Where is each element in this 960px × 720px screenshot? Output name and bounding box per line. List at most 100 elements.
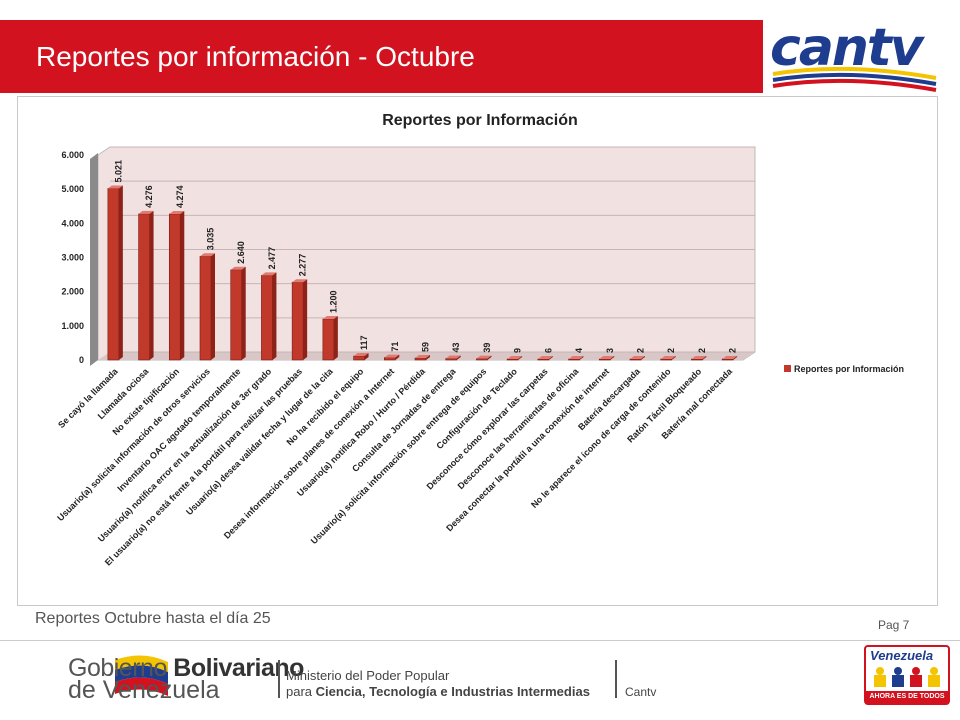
y-tick-label: 4.000 bbox=[61, 218, 84, 228]
bar-side bbox=[180, 210, 185, 360]
bar-side bbox=[118, 185, 123, 360]
data-label: 6 bbox=[543, 348, 553, 353]
bar bbox=[383, 357, 396, 361]
bar-top bbox=[230, 266, 246, 270]
data-label: 3.035 bbox=[206, 228, 216, 251]
bar-top bbox=[507, 356, 523, 359]
data-label: 4 bbox=[574, 348, 584, 353]
bar bbox=[291, 281, 304, 361]
bar bbox=[568, 358, 580, 361]
venezuela-flag-icon bbox=[115, 655, 168, 696]
bar-top bbox=[599, 356, 615, 359]
data-label: 1.200 bbox=[328, 290, 338, 313]
bar-side bbox=[149, 210, 154, 360]
data-label: 117 bbox=[359, 335, 369, 350]
bar bbox=[629, 358, 642, 361]
data-label: 4.274 bbox=[175, 185, 185, 208]
bar-side bbox=[671, 356, 676, 360]
bar bbox=[261, 275, 273, 361]
bar bbox=[445, 358, 458, 361]
bar bbox=[476, 358, 488, 361]
bar-top bbox=[630, 356, 645, 359]
bar-top bbox=[445, 355, 461, 359]
gobierno-line2: de Venezuela bbox=[68, 676, 220, 704]
badge-slogan: AHORA ES DE TODOS bbox=[866, 691, 948, 703]
bar-top bbox=[691, 356, 707, 359]
y-tick-label: 0 bbox=[79, 355, 84, 365]
bar-side bbox=[211, 253, 215, 360]
data-label: 39 bbox=[482, 343, 492, 353]
legend-swatch bbox=[784, 365, 791, 372]
bar bbox=[721, 358, 734, 361]
bar-top bbox=[169, 210, 185, 214]
chart-frame: Reportes por Información 0 1.000 2.000 3.00… bbox=[17, 96, 938, 606]
badge-title: Venezuela bbox=[870, 648, 934, 663]
bar-side bbox=[641, 356, 645, 360]
bar bbox=[691, 358, 703, 361]
bar-top bbox=[261, 272, 277, 276]
bar-top bbox=[138, 210, 154, 214]
people-figures-icon bbox=[874, 667, 940, 687]
legend-label: Reportes por Información bbox=[794, 364, 904, 374]
bar-side bbox=[333, 316, 338, 360]
bar bbox=[230, 269, 243, 361]
data-label: 2 bbox=[636, 348, 646, 353]
bar bbox=[353, 355, 365, 361]
data-label: 3 bbox=[605, 348, 615, 353]
bar-top bbox=[722, 356, 738, 359]
footnote: Reportes Octubre hasta el día 25 bbox=[35, 610, 271, 627]
bar-chart: Reportes por Información 0 1.000 2.000 3.00… bbox=[55, 112, 904, 568]
venezuela-badge: Venezuela AHORA ES DE TODOS bbox=[864, 645, 950, 705]
bar-top bbox=[322, 316, 338, 319]
data-label: 59 bbox=[421, 342, 431, 352]
bar bbox=[107, 188, 120, 361]
chart-title: Reportes por Información bbox=[382, 112, 578, 129]
data-label: 2.477 bbox=[267, 247, 277, 270]
bar-top bbox=[476, 355, 492, 359]
data-label: 2 bbox=[728, 348, 738, 353]
flag-swoosh-icon bbox=[772, 66, 937, 92]
x-tick-label: El usuario(a) no está frente a la portát… bbox=[103, 366, 304, 567]
bar bbox=[199, 256, 212, 361]
bar-side bbox=[548, 356, 553, 360]
title-bar bbox=[0, 20, 763, 93]
bar-side bbox=[733, 356, 738, 360]
bar-side bbox=[610, 356, 615, 360]
bar-side bbox=[426, 354, 430, 360]
bar bbox=[660, 358, 673, 361]
data-label: 5.021 bbox=[113, 160, 123, 183]
bar-side bbox=[456, 355, 461, 360]
bar-side bbox=[702, 356, 707, 360]
plot-area bbox=[97, 146, 756, 361]
slide-title: Reportes por información - Octubre bbox=[36, 41, 475, 72]
bar bbox=[138, 213, 150, 361]
bar bbox=[168, 213, 181, 361]
bar-top bbox=[384, 354, 400, 358]
y-tick-label: 3.000 bbox=[61, 253, 84, 263]
bar-top bbox=[660, 356, 676, 359]
data-label: 2 bbox=[697, 348, 707, 353]
bar-side bbox=[487, 355, 492, 360]
x-tick-label: No le aparece el ícono de carga de conte… bbox=[529, 366, 673, 510]
footer-separator bbox=[615, 660, 617, 698]
bar bbox=[414, 357, 427, 361]
data-label: 71 bbox=[390, 342, 400, 352]
data-label: 4.276 bbox=[144, 185, 154, 208]
data-label: 2.277 bbox=[298, 254, 308, 277]
bar-side bbox=[303, 279, 308, 360]
bar-side bbox=[579, 356, 584, 360]
data-label: 2 bbox=[666, 348, 676, 353]
y-tick-label: 5.000 bbox=[61, 184, 84, 194]
bar-side bbox=[241, 266, 246, 360]
bar-side bbox=[395, 354, 400, 360]
bar bbox=[506, 358, 519, 361]
bar-top bbox=[292, 279, 308, 283]
bar-side bbox=[272, 272, 277, 360]
bar bbox=[322, 318, 335, 361]
y-tick-label: 6.000 bbox=[61, 150, 84, 160]
data-label: 9 bbox=[513, 348, 523, 353]
bar-side bbox=[364, 353, 369, 360]
page-number: Pag 7 bbox=[878, 618, 910, 632]
bar bbox=[537, 358, 550, 361]
footer-divider bbox=[0, 640, 960, 641]
